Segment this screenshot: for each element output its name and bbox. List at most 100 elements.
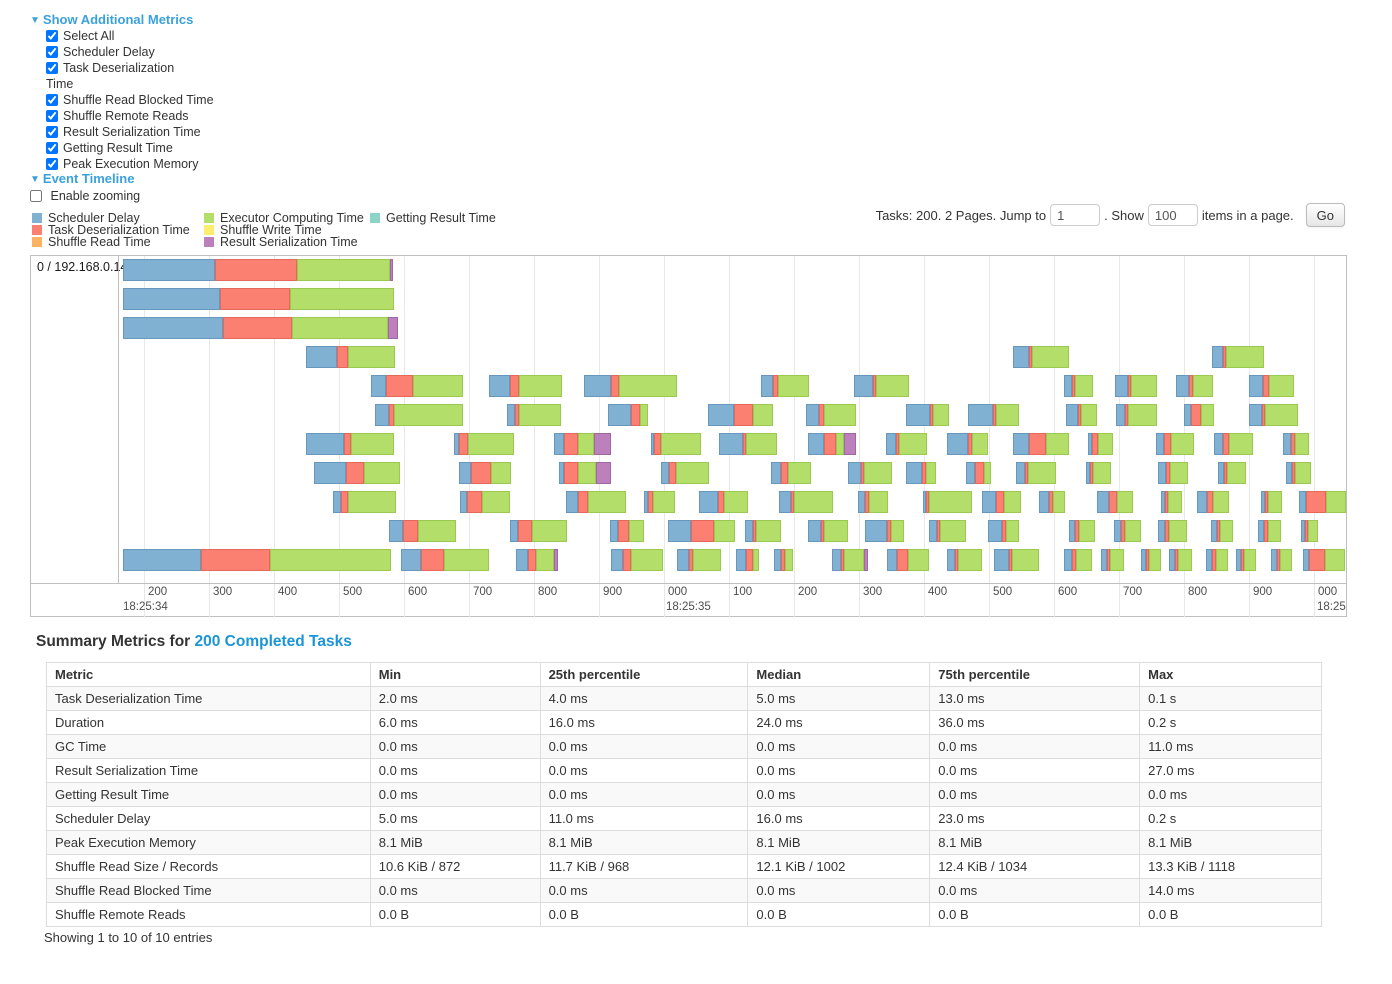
items-per-page-input[interactable] bbox=[1147, 204, 1198, 226]
task-bar[interactable] bbox=[401, 549, 489, 571]
task-bar[interactable] bbox=[1206, 549, 1228, 571]
event-timeline-toggle[interactable]: ▼ Event Timeline bbox=[30, 171, 134, 186]
task-bar[interactable] bbox=[699, 491, 748, 513]
task-bar[interactable] bbox=[566, 491, 626, 513]
task-bar[interactable] bbox=[1116, 404, 1157, 426]
task-bar[interactable] bbox=[123, 259, 393, 281]
task-bar[interactable] bbox=[644, 491, 675, 513]
metric-checkbox[interactable] bbox=[46, 30, 58, 42]
task-bar[interactable] bbox=[982, 491, 1021, 513]
task-bar[interactable] bbox=[994, 549, 1039, 571]
task-bar[interactable] bbox=[1016, 462, 1056, 484]
task-bar[interactable] bbox=[848, 462, 892, 484]
metric-checkbox[interactable] bbox=[46, 62, 58, 74]
metric-checkbox[interactable] bbox=[46, 94, 58, 106]
task-bar[interactable] bbox=[1218, 462, 1246, 484]
task-bar[interactable] bbox=[1156, 433, 1194, 455]
task-bar[interactable] bbox=[832, 549, 868, 571]
task-bar[interactable] bbox=[719, 433, 777, 455]
task-bar[interactable] bbox=[1158, 462, 1188, 484]
task-bar[interactable] bbox=[1286, 462, 1311, 484]
task-bar[interactable] bbox=[808, 433, 856, 455]
task-bar[interactable] bbox=[389, 520, 456, 542]
task-bar[interactable] bbox=[1013, 346, 1069, 368]
task-bar[interactable] bbox=[1088, 433, 1113, 455]
task-bar[interactable] bbox=[489, 375, 562, 397]
task-bar[interactable] bbox=[1303, 549, 1345, 571]
task-bar[interactable] bbox=[947, 433, 988, 455]
task-bar[interactable] bbox=[968, 404, 1019, 426]
metric-checkbox[interactable] bbox=[46, 142, 58, 154]
task-bar[interactable] bbox=[923, 491, 972, 513]
task-bar[interactable] bbox=[1299, 491, 1346, 513]
task-bar[interactable] bbox=[510, 520, 567, 542]
task-bar[interactable] bbox=[1212, 346, 1264, 368]
task-bar[interactable] bbox=[854, 375, 909, 397]
task-bar[interactable] bbox=[1169, 549, 1192, 571]
task-bar[interactable] bbox=[886, 433, 927, 455]
task-bar[interactable] bbox=[1115, 375, 1157, 397]
task-bar[interactable] bbox=[1097, 491, 1133, 513]
metric-checkbox[interactable] bbox=[46, 158, 58, 170]
task-bar[interactable] bbox=[608, 404, 648, 426]
task-bar[interactable] bbox=[1161, 491, 1182, 513]
task-bar[interactable] bbox=[375, 404, 463, 426]
task-bar[interactable] bbox=[1211, 520, 1233, 542]
task-bar[interactable] bbox=[1197, 491, 1229, 513]
task-bar[interactable] bbox=[774, 549, 793, 571]
enable-zooming-checkbox[interactable] bbox=[30, 190, 42, 202]
task-bar[interactable] bbox=[865, 520, 904, 542]
task-bar[interactable] bbox=[1214, 433, 1253, 455]
task-bar[interactable] bbox=[1258, 520, 1281, 542]
task-bar[interactable] bbox=[460, 491, 510, 513]
task-bar[interactable] bbox=[123, 288, 394, 310]
task-bar[interactable] bbox=[610, 520, 644, 542]
task-bar[interactable] bbox=[887, 549, 929, 571]
task-bar[interactable] bbox=[371, 375, 463, 397]
task-bar[interactable] bbox=[1184, 404, 1214, 426]
show-additional-metrics-toggle[interactable]: ▼ Show Additional Metrics bbox=[30, 12, 193, 27]
task-bar[interactable] bbox=[584, 375, 677, 397]
task-bar[interactable] bbox=[1249, 404, 1298, 426]
go-button[interactable]: Go bbox=[1305, 203, 1345, 227]
task-bar[interactable] bbox=[988, 520, 1019, 542]
task-bar[interactable] bbox=[745, 520, 781, 542]
task-bar[interactable] bbox=[1249, 375, 1294, 397]
task-bar[interactable] bbox=[333, 491, 396, 513]
jump-to-page-input[interactable] bbox=[1050, 204, 1101, 226]
task-bar[interactable] bbox=[771, 462, 811, 484]
task-bar[interactable] bbox=[454, 433, 514, 455]
task-bar[interactable] bbox=[858, 491, 888, 513]
task-bar[interactable] bbox=[507, 404, 561, 426]
task-bar[interactable] bbox=[1101, 549, 1124, 571]
task-bar[interactable] bbox=[306, 346, 395, 368]
task-bar[interactable] bbox=[906, 462, 936, 484]
metric-checkbox[interactable] bbox=[46, 46, 58, 58]
metric-checkbox[interactable] bbox=[46, 110, 58, 122]
task-bar[interactable] bbox=[1158, 520, 1187, 542]
task-bar[interactable] bbox=[808, 520, 848, 542]
task-bar[interactable] bbox=[668, 520, 735, 542]
task-bar[interactable] bbox=[1066, 404, 1097, 426]
task-bar[interactable] bbox=[1283, 433, 1309, 455]
task-bar[interactable] bbox=[929, 520, 966, 542]
task-bar[interactable] bbox=[906, 404, 949, 426]
task-bar[interactable] bbox=[761, 375, 809, 397]
task-bar[interactable] bbox=[1039, 491, 1065, 513]
task-bar[interactable] bbox=[708, 404, 773, 426]
task-bar[interactable] bbox=[314, 462, 400, 484]
task-bar[interactable] bbox=[1086, 462, 1111, 484]
task-bar[interactable] bbox=[1069, 520, 1095, 542]
task-bar[interactable] bbox=[306, 433, 394, 455]
task-bar[interactable] bbox=[559, 462, 611, 484]
task-bar[interactable] bbox=[736, 549, 759, 571]
task-bar[interactable] bbox=[677, 549, 721, 571]
task-bar[interactable] bbox=[123, 317, 398, 339]
task-bar[interactable] bbox=[661, 462, 709, 484]
task-bar[interactable] bbox=[516, 549, 558, 571]
completed-tasks-link[interactable]: 200 Completed Tasks bbox=[194, 633, 352, 650]
task-bar[interactable] bbox=[1064, 375, 1093, 397]
task-bar[interactable] bbox=[554, 433, 611, 455]
metric-checkbox[interactable] bbox=[46, 126, 58, 138]
task-bar[interactable] bbox=[1141, 549, 1161, 571]
